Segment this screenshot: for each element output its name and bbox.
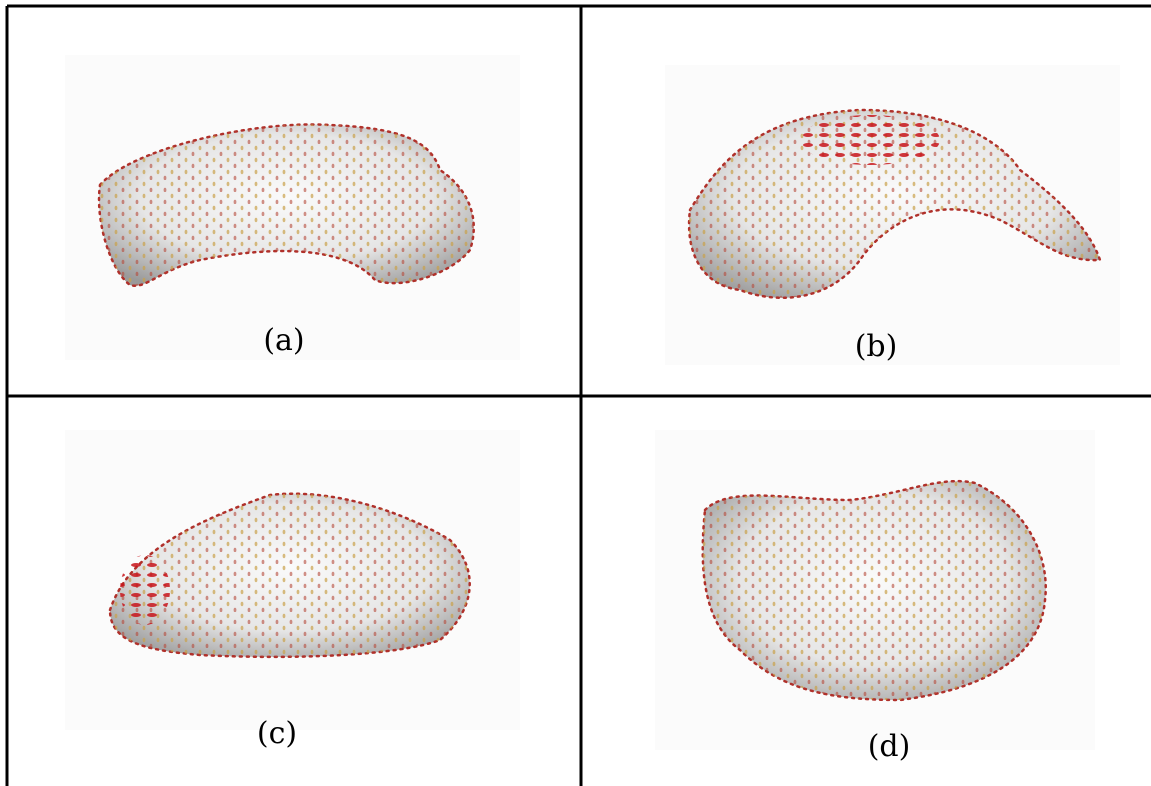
panel-label: (b) [855,329,898,364]
page: {"panels": [{"label": "(a)"}, {"label": … [0,0,1151,786]
panel-label: (c) [257,716,297,751]
panel-label: (a) [263,323,304,358]
figure: (a) (b) (c) (d) [0,0,1151,786]
panel-label: (d) [868,729,911,764]
